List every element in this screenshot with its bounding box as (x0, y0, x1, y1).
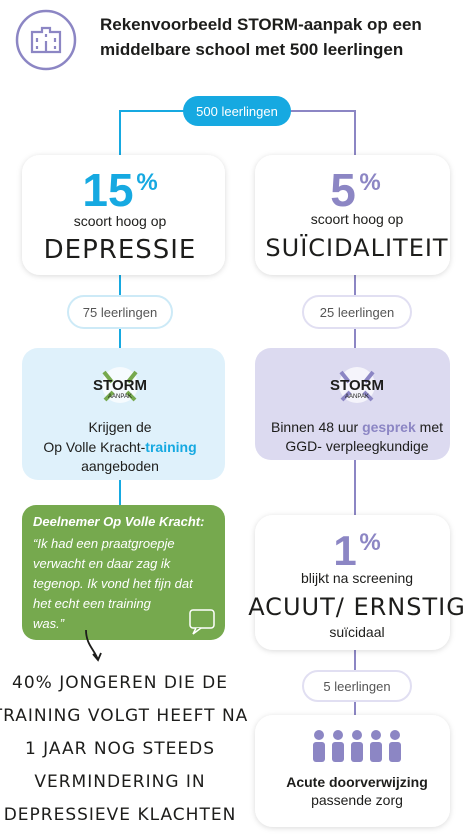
start-pill (183, 96, 291, 126)
start-pill-label: 500 leerlingen (196, 104, 278, 119)
quote-line: tegenop. Ik vond het fijn dat (33, 576, 194, 591)
count-pill-label: 5 leerlingen (323, 679, 390, 694)
quote-author: Deelnemer Op Volle Kracht: (33, 514, 204, 529)
subtitle: scoort hoog op (74, 213, 167, 229)
quote-line: verwacht en daar zag ik (33, 556, 172, 571)
quote-line: “Ik had een praatgroepje (33, 536, 175, 551)
percent-sign: % (136, 169, 157, 196)
logo-rays (339, 370, 375, 402)
highlight: training (145, 439, 196, 455)
count-pill-label: 75 leerlingen (83, 305, 157, 320)
text: Op Volle Kracht- (43, 439, 145, 455)
text: aangeboden (81, 458, 159, 474)
percent-number: 5 (330, 164, 356, 216)
logo-sub: AANPAK (108, 394, 132, 400)
text: Binnen 48 uur (271, 419, 362, 435)
logo-name: STORM (93, 377, 147, 394)
action-line: Binnen 48 uur gesprek met (271, 419, 443, 435)
text: GGD- verpleegkundige (285, 438, 428, 454)
topic: DEPRESSIE (44, 235, 197, 265)
referral-subtitle: passende zorg (311, 792, 403, 808)
action-line: aangeboden (81, 458, 159, 474)
action-card (255, 348, 450, 460)
count-pill (302, 295, 412, 329)
title-line: Rekenvoorbeeld STORM-aanpak op een (100, 15, 422, 34)
percent-number: 1 (333, 527, 356, 574)
arrow (85, 629, 102, 662)
people-icons (313, 730, 401, 762)
action-line: Krijgen de (88, 419, 151, 435)
screening-text: suïcidaal (329, 624, 384, 640)
highlight: gesprek (362, 419, 416, 435)
card (22, 155, 225, 275)
text: met (416, 419, 443, 435)
quote-line: was.” (33, 616, 65, 631)
speech-icon (189, 609, 215, 635)
card (255, 515, 450, 650)
logo-rays (102, 370, 138, 402)
action-line: GGD- verpleegkundige (285, 438, 428, 454)
card (255, 155, 450, 275)
title-line: middelbare school met 500 leerlingen (100, 40, 403, 59)
screening-topic: ACUUT/ ERNSTIG (248, 593, 466, 621)
quote-line: het echt een training (33, 596, 152, 611)
result-line: DEPRESSIEVE KLACHTEN (4, 805, 237, 825)
quote-card (22, 505, 225, 640)
count-pill (67, 295, 173, 329)
percent-sign: % (359, 529, 380, 556)
result-line: TRAINING VOLGT HEEFT NA (0, 706, 248, 726)
connector-right (288, 110, 356, 715)
percent-number: 15 (82, 164, 133, 216)
subtitle: scoort hoog op (311, 211, 404, 227)
result-line: 1 JAAR NOG STEEDS (25, 739, 215, 759)
logo-name: STORM (330, 377, 384, 394)
result-line: 40% JONGEREN DIE DE (12, 673, 228, 693)
action-line: Op Volle Kracht-training (43, 439, 196, 455)
action-card (22, 348, 225, 480)
logo-sub: AANPAK (345, 394, 369, 400)
count-pill (302, 670, 412, 702)
card (255, 715, 450, 827)
screening-text: blijkt na screening (301, 570, 413, 586)
text: Krijgen de (88, 419, 151, 435)
percent-sign: % (359, 169, 380, 196)
result-line: VERMINDERING IN (34, 772, 205, 792)
topic: SUÏCIDALITEIT (265, 233, 448, 262)
header-icon (15, 9, 77, 71)
referral-title: Acute doorverwijzing (286, 774, 428, 790)
count-pill-label: 25 leerlingen (320, 305, 394, 320)
